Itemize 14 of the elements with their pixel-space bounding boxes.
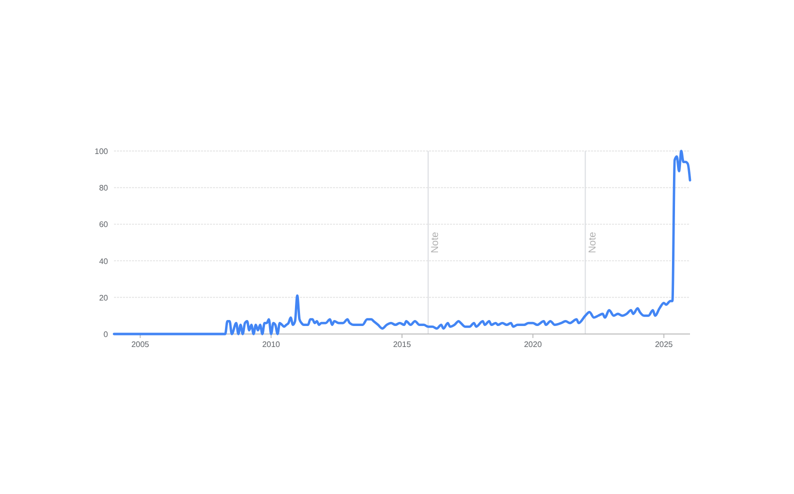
x-tick-label: 2025 bbox=[654, 340, 674, 349]
ref-line-label: Note bbox=[587, 232, 598, 254]
x-tick-label: 2015 bbox=[393, 340, 412, 349]
ref-line-label: Note bbox=[430, 232, 442, 254]
line-series bbox=[112, 150, 692, 336]
y-tick-label: 60 bbox=[99, 220, 109, 230]
x-tick-label: 2010 bbox=[262, 340, 281, 349]
y-tick-label: 100 bbox=[94, 147, 109, 156]
y-tick-label: 20 bbox=[99, 293, 109, 302]
x-tick-label: 2005 bbox=[131, 340, 150, 349]
y-tick-label: 80 bbox=[99, 184, 109, 193]
y-tick-label: 40 bbox=[99, 256, 109, 266]
x-tick-label: 2020 bbox=[524, 340, 542, 349]
y-tick-label: 0 bbox=[104, 330, 109, 339]
